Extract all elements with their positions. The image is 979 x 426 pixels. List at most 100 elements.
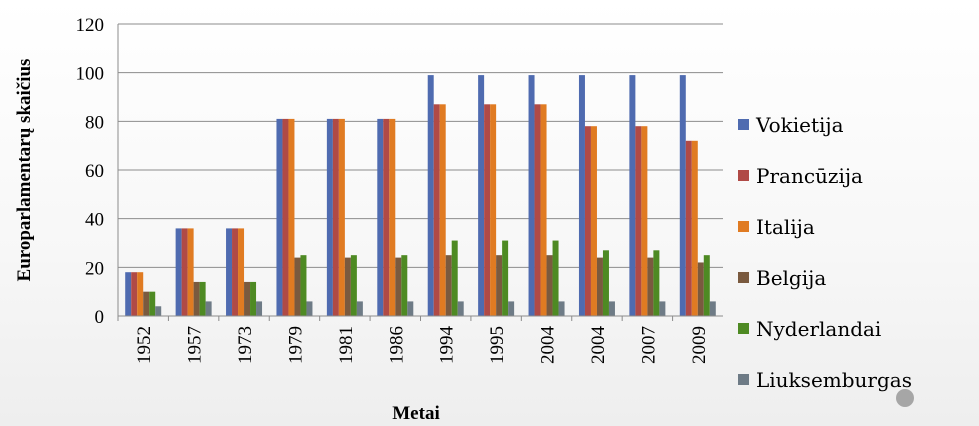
bar (306, 301, 313, 316)
bar (502, 240, 509, 316)
legend-swatch (738, 272, 749, 283)
bar (558, 301, 565, 316)
legend-swatch (738, 323, 749, 334)
x-tick-label: 1994 (437, 326, 458, 365)
bar (540, 104, 547, 316)
bar (383, 118, 390, 317)
y-tick-label: 100 (76, 64, 105, 85)
bar (484, 104, 491, 316)
bar (703, 255, 710, 316)
x-tick-label: 1973 (235, 326, 256, 364)
bar (326, 118, 333, 317)
x-tick-label: 2004 (588, 326, 609, 365)
bar (244, 281, 251, 316)
bar (226, 228, 233, 316)
bar (288, 118, 295, 317)
y-tick-labels: 0 20 40 60 80 100 120 (76, 15, 105, 328)
bar (427, 75, 434, 316)
bar (584, 126, 591, 316)
legend-swatch (738, 170, 749, 181)
legend-label: Prancūzija (756, 164, 863, 188)
bar (205, 301, 212, 316)
bar (401, 255, 408, 316)
bar (691, 140, 698, 316)
axes (117, 24, 723, 321)
bar (395, 257, 402, 316)
x-tick-label: 2007 (638, 326, 659, 364)
x-tick-label: 1986 (386, 326, 407, 364)
bar (276, 118, 283, 317)
bar (155, 306, 162, 316)
bar (457, 301, 464, 316)
bar (193, 281, 200, 316)
bar (125, 272, 132, 316)
bar (181, 228, 188, 316)
bar (578, 75, 585, 316)
bar (653, 250, 660, 316)
bar (407, 301, 414, 316)
x-tick-label: 1957 (185, 326, 206, 364)
bar (300, 255, 307, 316)
bar (641, 126, 648, 316)
bar (445, 255, 452, 316)
bar (709, 301, 716, 316)
bar (282, 118, 289, 317)
bar (143, 291, 150, 316)
bar (338, 118, 345, 317)
y-tick-label: 0 (95, 307, 105, 328)
x-tick-label: 2004 (538, 326, 559, 365)
bar (377, 118, 384, 317)
bar (608, 301, 615, 316)
bar (250, 281, 257, 316)
y-tick-label: 20 (85, 258, 104, 279)
x-tick-label: 1981 (336, 326, 357, 364)
bar (490, 104, 497, 316)
x-axis-title: Metai (392, 403, 439, 424)
legend-swatch (738, 119, 749, 130)
legend-swatch (738, 221, 749, 232)
bar (137, 272, 144, 316)
decorative-dot (896, 389, 914, 407)
bar (546, 255, 553, 316)
bar (175, 228, 182, 316)
bar (232, 228, 239, 316)
bar (199, 281, 206, 316)
gridlines (118, 23, 723, 268)
bar (596, 257, 603, 316)
y-tick-label: 120 (76, 15, 105, 36)
y-tick-label: 80 (85, 112, 104, 133)
bar (389, 118, 396, 317)
bar (697, 262, 704, 316)
x-tick-label: 2009 (689, 326, 710, 364)
bar (590, 126, 597, 316)
bar (629, 75, 636, 316)
bar (508, 301, 515, 316)
bar (332, 118, 339, 317)
bars (125, 75, 716, 317)
x-tick-label: 1995 (487, 326, 508, 364)
y-tick-label: 60 (85, 161, 104, 182)
bar (451, 240, 458, 316)
legend-label: Vokietija (755, 113, 844, 137)
bar (496, 255, 503, 316)
x-tick-label: 1952 (134, 326, 155, 364)
legend-label: Liuksemburgas (756, 368, 912, 392)
bar (356, 301, 363, 316)
y-axis-title: Europarlamentarų skaičius (14, 59, 35, 282)
bar (256, 301, 263, 316)
bar (187, 228, 194, 316)
legend-swatch (738, 374, 749, 385)
x-tick-label: 1979 (285, 326, 306, 364)
legend: Vokietija Prancūzija Italija Belgija Nyderla… (738, 113, 912, 392)
bar (602, 250, 609, 316)
bar (350, 255, 357, 316)
bar (534, 104, 541, 316)
bar (659, 301, 666, 316)
y-tick-label: 40 (85, 210, 104, 231)
legend-label: Italija (756, 215, 815, 239)
legend-label: Nyderlandai (756, 317, 881, 341)
legend-label: Belgija (756, 266, 826, 290)
bar (294, 257, 301, 316)
bar (238, 228, 245, 316)
